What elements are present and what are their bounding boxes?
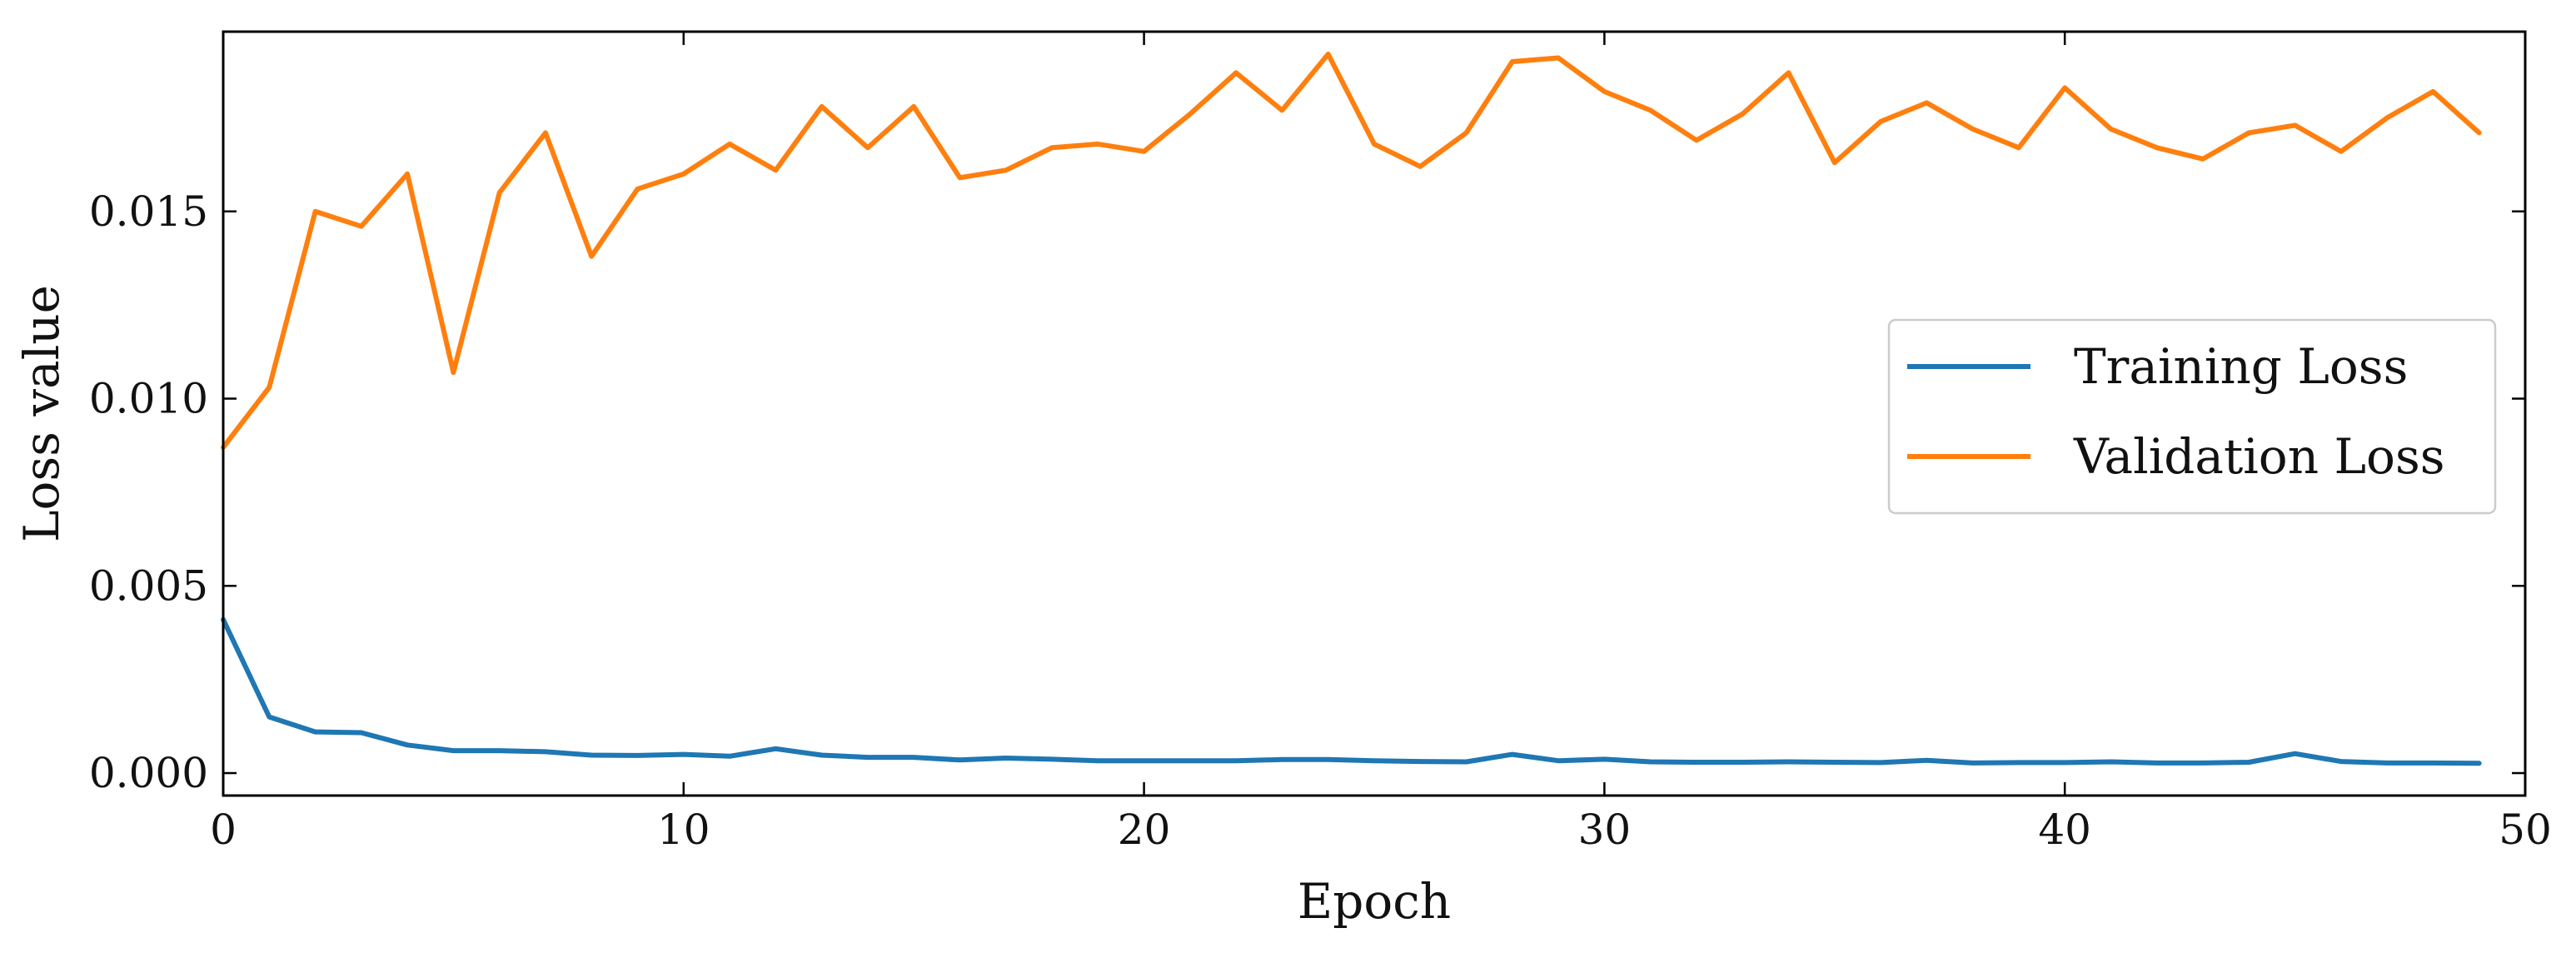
legend-box [1887,318,2497,515]
legend-label-validation-loss: Validation Loss [2073,428,2444,485]
series-line-training-loss [221,616,2482,766]
x-tick-label: 20 [1118,806,1171,854]
y-tick-label: 0.000 [89,749,208,797]
y-tick-label: 0.015 [89,187,208,236]
y-tick-label: 0.010 [89,375,208,423]
x-tick-label: 0 [210,806,237,854]
legend: Training Loss Validation Loss [1887,318,2497,515]
x-tick-label: 30 [1578,806,1632,854]
plot-frame [222,30,2527,797]
x-tick-label: 40 [2038,806,2091,854]
y-axis-title: Loss value [13,285,70,542]
x-axis-title: Epoch [1298,873,1451,930]
y-tick-label: 0.005 [89,561,208,610]
series-line-validation-loss [221,52,2482,450]
legend-label-training-loss: Training Loss [2074,338,2408,395]
axis-ticks: 0 10 20 30 40 50 0.000 0.005 0.010 0.015 [89,32,2552,854]
x-tick-label: 50 [2499,806,2552,854]
x-tick-label: 10 [657,806,710,854]
plot-area [221,52,2482,766]
